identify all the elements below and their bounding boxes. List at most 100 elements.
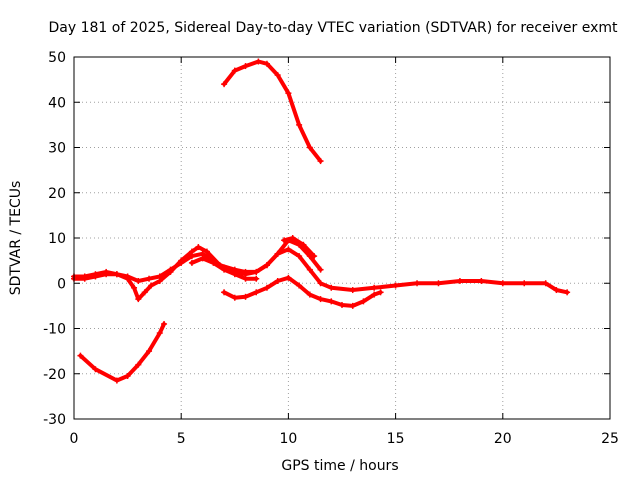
data-point <box>317 158 324 165</box>
data-point <box>435 280 442 287</box>
x-tick-label: 20 <box>494 431 512 447</box>
data-point <box>542 280 549 287</box>
data-point <box>317 280 324 287</box>
series-arc-4 <box>222 59 323 164</box>
data-point <box>371 284 378 291</box>
y-tick-label: 10 <box>48 231 66 247</box>
data-point <box>113 271 120 278</box>
data-point <box>188 259 195 266</box>
data-point <box>274 250 281 257</box>
data-point <box>148 282 155 289</box>
data-point <box>521 280 528 287</box>
data-point <box>135 277 142 284</box>
data-point <box>263 60 270 67</box>
data-point <box>92 271 99 278</box>
data-point <box>328 284 335 291</box>
series-arc-3 <box>78 322 166 383</box>
data-point <box>167 268 174 275</box>
data-point <box>339 301 345 308</box>
y-tick-label: 0 <box>57 276 66 292</box>
data-point <box>478 277 485 284</box>
data-point <box>188 248 195 255</box>
x-tick-label: 5 <box>177 431 186 447</box>
data-point <box>141 289 148 296</box>
data-point <box>499 280 506 287</box>
data-point <box>156 277 163 284</box>
x-tick-label: 15 <box>387 431 405 447</box>
data-point <box>231 271 238 278</box>
data-point <box>135 361 142 368</box>
data-point <box>285 90 292 97</box>
data-point <box>146 348 153 355</box>
x-tick-label: 10 <box>279 431 297 447</box>
data-point <box>349 287 356 294</box>
data-point <box>221 81 228 88</box>
x-tick-label: 0 <box>70 431 79 447</box>
x-tick-label: 25 <box>601 431 619 447</box>
data-point <box>349 302 356 309</box>
data-point <box>242 275 249 282</box>
data-point <box>113 377 120 384</box>
data-point <box>255 58 262 65</box>
data-point <box>300 241 307 248</box>
data-point <box>195 244 202 251</box>
data-point <box>253 289 260 296</box>
data-point <box>392 282 399 289</box>
data-point <box>178 257 185 264</box>
data-point <box>360 298 367 305</box>
data-point <box>414 280 421 287</box>
data-point <box>131 284 138 291</box>
data-point <box>296 121 303 128</box>
data-point <box>156 330 163 337</box>
chart-title: Day 181 of 2025, Sidereal Day-to-day VTE… <box>49 20 619 36</box>
data-point <box>311 253 318 260</box>
data-point <box>242 268 249 275</box>
data-point <box>81 273 88 280</box>
y-tick-label: 40 <box>48 95 66 111</box>
data-point <box>77 352 84 359</box>
data-point <box>263 262 270 269</box>
data-point <box>274 72 281 79</box>
data-point <box>124 373 131 380</box>
series-arc-7 <box>282 236 317 259</box>
data-point <box>146 275 153 282</box>
data-point <box>263 284 270 291</box>
data-point <box>242 63 249 70</box>
data-point <box>564 289 571 296</box>
series-arc-2 <box>72 238 323 302</box>
data-point <box>306 291 313 298</box>
data-point <box>306 144 313 151</box>
grid <box>74 57 610 419</box>
data-point <box>135 296 142 303</box>
data-point <box>199 255 206 262</box>
data-point <box>221 289 228 296</box>
data-point <box>210 259 217 266</box>
y-tick-label: -30 <box>43 412 66 428</box>
data-point <box>274 277 281 284</box>
data-point <box>289 235 296 241</box>
y-axis-label: SDTVAR / TECUs <box>8 181 24 296</box>
data-point <box>456 277 463 284</box>
data-point <box>124 275 131 282</box>
data-point <box>553 287 560 294</box>
ticks: 0 5 10 15 20 25 -30 -20 -10 0 10 20 30 40 50 <box>43 50 619 447</box>
data-point <box>281 237 288 244</box>
data-point <box>231 67 238 74</box>
data-point <box>203 248 210 255</box>
data-point <box>317 266 324 273</box>
data-point <box>285 246 292 253</box>
data-point <box>253 275 260 282</box>
data-point <box>285 274 292 281</box>
data-point <box>103 268 110 275</box>
data-point <box>371 291 378 298</box>
data-point <box>306 266 313 273</box>
y-tick-label: 50 <box>48 50 66 66</box>
data-point <box>377 289 384 296</box>
data-point <box>221 266 228 273</box>
y-tick-label: 20 <box>48 186 66 202</box>
series-arc-5 <box>222 275 383 308</box>
data-point <box>242 293 249 300</box>
data-point <box>92 366 99 373</box>
data-layer <box>71 58 571 384</box>
